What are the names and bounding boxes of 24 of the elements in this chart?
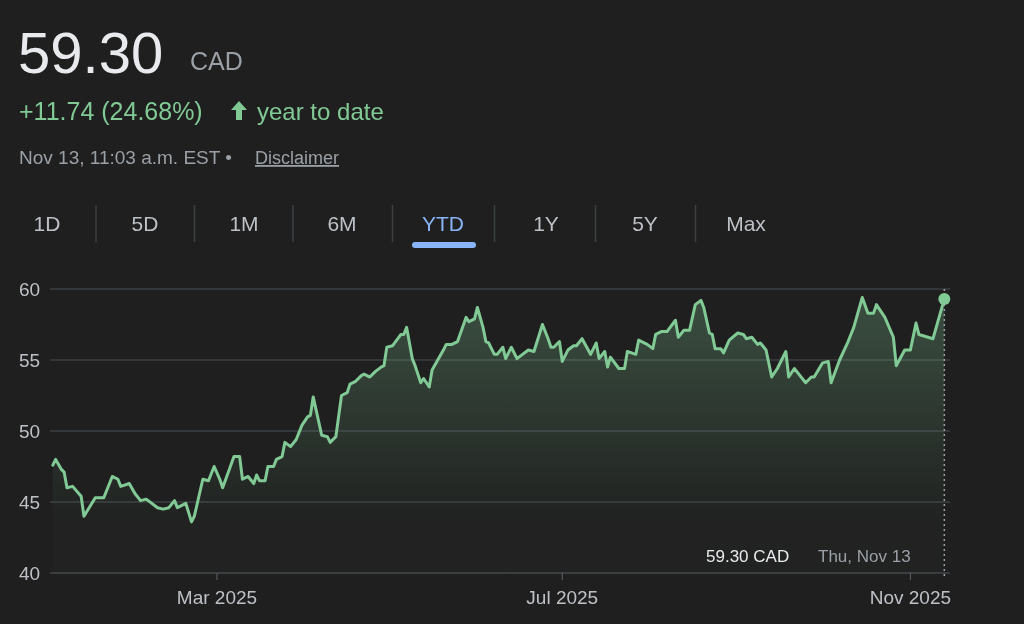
chart-subtitle: +11.74 (24.68%) — [19, 97, 203, 125]
chart-title: 59.30 — [18, 20, 164, 85]
text: CAD — [190, 47, 243, 75]
y-tick-label: 60 — [19, 279, 41, 300]
text: Max — [726, 212, 767, 235]
y-tick-label: 55 — [19, 350, 41, 371]
text: Disclaimer — [255, 148, 340, 168]
text: YTD — [422, 212, 464, 235]
x-tick-label: Jul 2025 — [526, 587, 599, 608]
text: Nov 13, 11:03 a.m. EST • — [19, 147, 232, 168]
y-tick-label: 40 — [19, 563, 41, 584]
annotation: 59.30 CAD — [706, 547, 790, 566]
x-tick-label: Mar 2025 — [176, 587, 258, 608]
y-tick-label: 45 — [19, 492, 41, 513]
text: year to date — [257, 98, 384, 125]
text: 5D — [131, 212, 159, 235]
text: 5Y — [632, 212, 658, 235]
text: 6M — [327, 212, 357, 235]
text: 1M — [229, 212, 259, 235]
annotation: Thu, Nov 13 — [818, 547, 911, 566]
x-tick-label: Nov 2025 — [869, 587, 952, 608]
y-tick-label: 50 — [19, 421, 41, 442]
text: 1D — [33, 212, 61, 235]
text: 1Y — [533, 212, 559, 235]
